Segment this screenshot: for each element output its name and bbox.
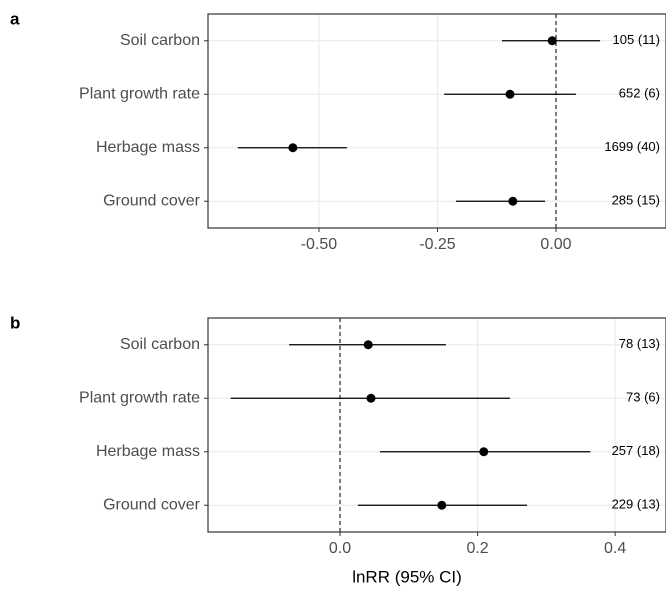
x-axis-title: lnRR (95% CI) [352,567,462,586]
y-tick-label: Ground cover [103,496,201,513]
count-label: 78 (13) [619,336,660,351]
count-label: 285 (15) [612,193,660,208]
point-estimate [366,393,376,403]
x-tick-label: -0.50 [301,236,338,253]
count-label: 652 (6) [619,86,660,101]
count-label: 105 (11) [613,32,660,47]
y-tick-label: Soil carbon [120,336,200,353]
y-tick-label: Plant growth rate [79,389,200,406]
x-tick-label: -0.25 [419,236,456,253]
panel-label: b [10,313,20,332]
x-tick-label: 0.4 [604,540,626,557]
y-tick-label: Herbage mass [96,139,200,156]
x-tick-label: 0.0 [329,540,351,557]
y-tick-label: Herbage mass [96,443,200,460]
count-label: 257 (18) [612,443,660,458]
count-label: 1699 (40) [604,139,660,154]
panel-label: a [10,9,20,28]
point-estimate [363,340,373,350]
plot-border [207,13,666,229]
count-label: 229 (13) [612,497,660,512]
y-tick-label: Soil carbon [120,32,200,49]
x-tick-label: 0.2 [466,540,488,557]
point-estimate [437,500,447,510]
point-estimate [479,447,489,457]
point-estimate [288,143,298,153]
y-tick-label: Ground cover [103,192,201,209]
count-label: 73 (6) [626,390,660,405]
point-estimate [547,36,557,46]
plot-border [207,317,666,533]
x-tick-label: 0.00 [540,236,571,253]
y-tick-label: Plant growth rate [79,85,200,102]
point-estimate [505,89,515,99]
point-estimate [508,196,518,206]
